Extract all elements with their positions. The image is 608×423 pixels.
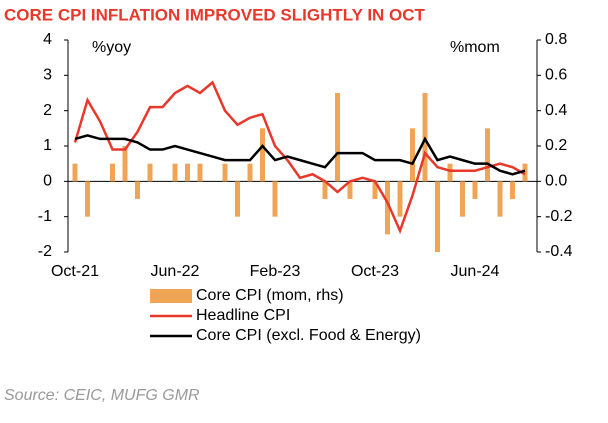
y2-tick-label: -0.4 — [545, 243, 573, 260]
bar — [260, 128, 265, 182]
y2-axis-label: %mom — [450, 39, 500, 56]
bar — [522, 163, 528, 182]
x-tick-label: Jun-22 — [151, 263, 200, 280]
bar — [235, 181, 240, 217]
bar — [85, 181, 90, 217]
bar — [385, 181, 390, 235]
bar — [335, 93, 340, 182]
x-tick-label: Oct-23 — [351, 263, 399, 280]
bar — [185, 163, 190, 182]
line — [73, 80, 526, 235]
bar — [485, 128, 490, 182]
legend-label: Core CPI (mom, rhs) — [196, 287, 344, 304]
legend-swatch — [150, 289, 192, 303]
source: Source: CEIC, MUFG GMR — [4, 387, 200, 404]
bar — [410, 128, 415, 182]
bar — [347, 181, 353, 199]
y2-tick-label: 0.8 — [545, 31, 567, 48]
line — [74, 134, 526, 176]
y-tick-label: 0 — [43, 173, 52, 190]
chart-title: CORE CPI INFLATION IMPROVED SLIGHTLY IN … — [4, 5, 426, 24]
bar — [122, 146, 128, 182]
y-tick-label: 2 — [43, 102, 52, 119]
y2-tick-label: 0.4 — [545, 102, 567, 119]
bar — [247, 163, 253, 182]
bar — [372, 181, 378, 199]
bar — [435, 181, 440, 252]
y-tick-label: -2 — [38, 243, 52, 260]
bar — [272, 181, 278, 217]
x-tick-label: Jun-24 — [451, 263, 500, 280]
y-tick-label: 3 — [43, 67, 52, 84]
bar — [447, 163, 453, 182]
x-tick-label: Feb-23 — [250, 263, 301, 280]
bar — [460, 181, 465, 217]
bar — [472, 181, 478, 199]
y-tick-label: -1 — [38, 208, 52, 225]
bar — [222, 163, 228, 182]
bar — [510, 181, 515, 199]
legend-label: Headline CPI — [196, 307, 290, 324]
bar — [322, 181, 328, 199]
bar — [147, 163, 153, 182]
bar — [197, 163, 203, 182]
legend-label: Core CPI (excl. Food & Energy) — [196, 327, 421, 344]
bar — [72, 163, 78, 182]
y2-tick-label: 0.0 — [545, 173, 567, 190]
x-tick-label: Oct-21 — [51, 263, 99, 280]
bar — [135, 181, 140, 199]
y-tick-label: 1 — [43, 137, 52, 154]
y2-tick-label: 0.6 — [545, 67, 567, 84]
y2-tick-label: 0.2 — [545, 137, 567, 154]
y2-tick-label: -0.2 — [545, 208, 573, 225]
bar — [110, 163, 115, 182]
bar — [497, 181, 503, 217]
bar — [397, 181, 403, 217]
bar — [172, 163, 178, 182]
y-axis-label: %yoy — [92, 39, 131, 56]
y-tick-label: 4 — [43, 31, 52, 48]
